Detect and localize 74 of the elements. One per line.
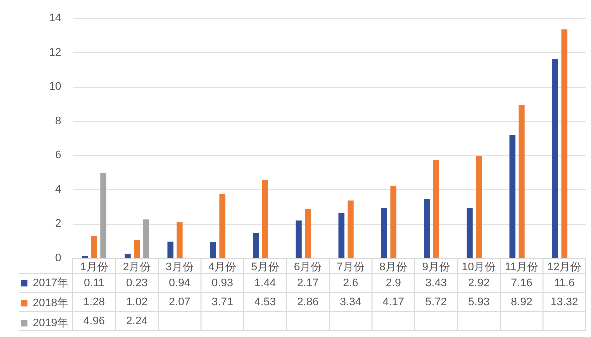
bar xyxy=(143,220,150,258)
bar xyxy=(253,233,260,258)
data-label: 0.11 xyxy=(84,278,105,290)
y-tick-label: 10 xyxy=(49,81,62,94)
x-tick-label: 9月份 xyxy=(422,262,450,274)
data-label: 3.71 xyxy=(212,296,234,308)
legend-label: 2019年 xyxy=(33,318,68,330)
data-label: 0.23 xyxy=(126,278,148,290)
bar xyxy=(134,240,140,258)
x-tick-label: 4月份 xyxy=(208,262,237,274)
bar xyxy=(338,213,345,258)
x-tick-label: 11月份 xyxy=(505,262,539,274)
x-tick-label: 6月份 xyxy=(294,262,322,274)
bar xyxy=(100,172,107,258)
x-tick-label: 12月份 xyxy=(548,262,582,274)
bar xyxy=(124,254,131,258)
data-label: 2.6 xyxy=(343,278,359,290)
data-label: 2.17 xyxy=(297,278,319,290)
x-tick-label: 7月份 xyxy=(336,262,365,274)
bar xyxy=(510,135,516,258)
data-label: 3.43 xyxy=(426,278,448,290)
data-label: 3.34 xyxy=(340,296,362,308)
bar xyxy=(562,30,568,258)
x-tick-label: 5月份 xyxy=(251,262,280,274)
data-label: 0.94 xyxy=(169,278,191,290)
bar xyxy=(381,208,388,258)
data-label: 1.44 xyxy=(254,278,276,290)
x-tick-label: 1月份 xyxy=(80,262,108,274)
data-label: 0.93 xyxy=(212,278,234,290)
data-label: 7.16 xyxy=(511,278,533,290)
bar xyxy=(305,208,312,258)
y-tick-label: 6 xyxy=(55,150,62,162)
data-label: 1.02 xyxy=(126,296,148,308)
data-label: 1.28 xyxy=(84,296,106,308)
bar xyxy=(390,186,397,258)
data-label: 13.32 xyxy=(550,296,578,308)
x-tick-label: 3月份 xyxy=(166,262,194,274)
data-label: 4.53 xyxy=(254,296,276,308)
bar xyxy=(296,220,302,258)
bar xyxy=(433,160,440,258)
data-label: 4.96 xyxy=(84,316,106,328)
y-tick-label: 12 xyxy=(49,46,62,59)
y-tick-label: 0 xyxy=(55,252,62,264)
legend-label: 2017年 xyxy=(33,278,68,290)
data-label: 2.24 xyxy=(126,316,148,328)
y-tick-label: 14 xyxy=(49,12,62,24)
x-tick-label: 8月份 xyxy=(380,262,408,274)
bar xyxy=(210,242,216,258)
data-label: 2.86 xyxy=(297,296,319,308)
y-tick-label: 4 xyxy=(55,184,62,196)
data-label: 8.92 xyxy=(511,296,533,308)
data-label: 4.17 xyxy=(382,296,404,308)
data-label: 2.07 xyxy=(169,296,191,308)
data-label: 5.93 xyxy=(468,296,490,308)
x-tick-label: 2月份 xyxy=(123,262,152,274)
x-tick-label: 10月份 xyxy=(462,262,496,274)
bar xyxy=(348,200,354,258)
bar xyxy=(220,194,226,258)
bar xyxy=(424,199,430,258)
data-label: 5.72 xyxy=(426,296,448,308)
data-label: 11.6 xyxy=(554,278,575,290)
legend-label: 2018年 xyxy=(33,298,68,310)
data-label: 2.9 xyxy=(386,278,402,290)
bar xyxy=(262,180,268,258)
y-tick-label: 8 xyxy=(55,115,62,128)
bar xyxy=(552,59,558,258)
bar xyxy=(91,236,98,258)
bar xyxy=(466,208,473,258)
bar xyxy=(518,105,525,258)
data-label: 2.92 xyxy=(468,278,490,290)
bar xyxy=(476,156,482,258)
bar xyxy=(176,222,183,258)
y-tick-label: 2 xyxy=(55,218,62,230)
bar xyxy=(168,242,174,258)
